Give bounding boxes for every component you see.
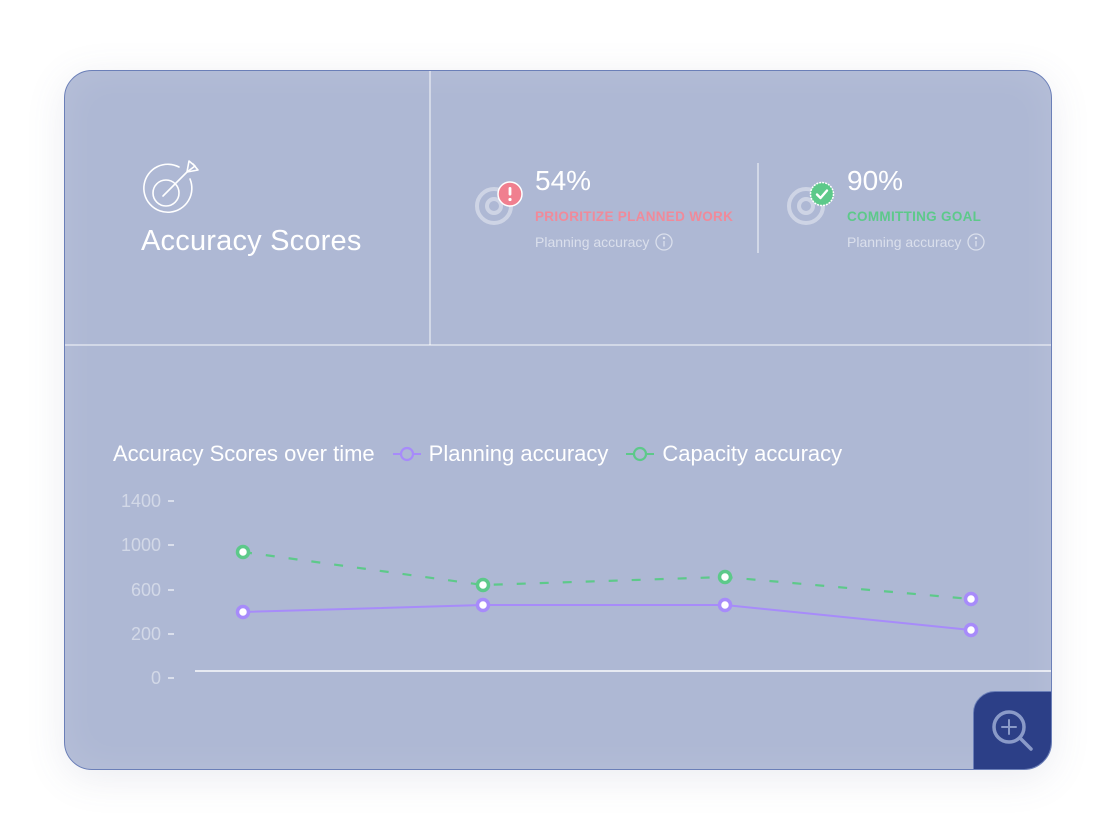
title-block: Accuracy Scores xyxy=(139,153,361,257)
capacity-accuracy-line xyxy=(242,550,972,601)
legend-marker-icon xyxy=(626,446,655,462)
zoom-in-icon xyxy=(992,710,1033,751)
metric-label-row: Planning accuracy xyxy=(847,233,986,251)
metric-status: COMMITTING GOAL xyxy=(847,209,982,224)
y-tick-label: 1000 xyxy=(121,535,161,555)
alert-icon xyxy=(497,181,523,207)
legend-label: Capacity accuracy xyxy=(662,441,843,466)
check-badge-icon xyxy=(809,181,835,207)
y-tick-label: 200 xyxy=(131,624,161,644)
chart-title: Accuracy Scores over time xyxy=(113,441,375,466)
line-chart: 1400 1000 600 200 0 xyxy=(121,491,1051,688)
metric-label-row: Planning accuracy xyxy=(535,233,674,251)
y-tick-label: 1400 xyxy=(121,491,161,511)
accuracy-scores-card: Accuracy Scores 54% PRIORITIZE PLANNED W… xyxy=(64,70,1052,770)
legend-marker-icon xyxy=(392,446,421,462)
zoom-in-button[interactable] xyxy=(973,691,1051,769)
legend-item-capacity[interactable]: Capacity accuracy xyxy=(626,441,842,467)
target-arrow-icon xyxy=(143,160,199,214)
metric-divider xyxy=(757,163,759,253)
planning-points xyxy=(235,597,979,638)
legend-label: Planning accuracy xyxy=(428,441,609,466)
capacity-points xyxy=(235,544,979,607)
metric-value: 90% xyxy=(847,165,904,196)
metric-status: PRIORITIZE PLANNED WORK xyxy=(535,209,734,224)
info-icon[interactable] xyxy=(655,233,674,251)
card-title: Accuracy Scores xyxy=(141,225,362,257)
chart-legend: Accuracy Scores over time Planning accur… xyxy=(113,441,860,467)
info-icon[interactable] xyxy=(967,233,986,251)
y-tick-label: 0 xyxy=(151,668,161,688)
horizontal-divider xyxy=(65,344,1051,346)
planning-accuracy-line xyxy=(242,604,972,631)
metric-label: Planning accuracy xyxy=(847,234,962,250)
metric-value: 54% xyxy=(535,165,592,196)
y-tick-label: 600 xyxy=(131,580,161,600)
vertical-divider xyxy=(429,71,431,345)
metric-label: Planning accuracy xyxy=(535,234,650,250)
legend-item-planning[interactable]: Planning accuracy xyxy=(392,441,609,467)
